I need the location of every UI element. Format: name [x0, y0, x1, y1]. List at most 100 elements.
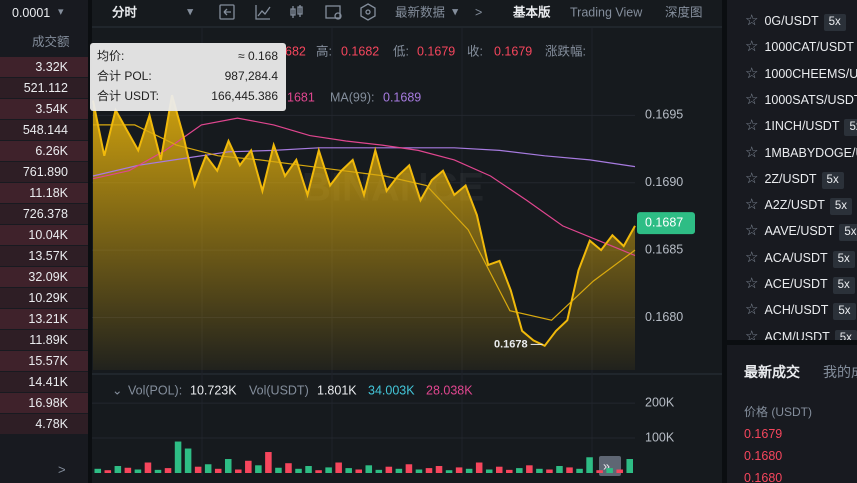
volume-bar	[536, 468, 543, 473]
volume-bar	[596, 470, 603, 473]
depth-tab[interactable]: 深度图	[665, 4, 703, 19]
symbol[interactable]: A2Z/USDT	[764, 198, 825, 213]
y-tick-label: 0.1695	[645, 108, 683, 122]
star-icon: ☆	[745, 143, 759, 161]
ma25-value: 1681	[287, 90, 315, 104]
symbol[interactable]: 1000SATS/USDT	[764, 92, 857, 107]
volume-bar	[104, 470, 112, 473]
trade-price: 0.1680	[744, 449, 783, 463]
chart: 分时 ▾ 最新数据 ▾ > 基本版 Trading View 深度图 BINAN…	[92, 3, 722, 476]
symbol[interactable]: 1INCH/USDT	[764, 119, 840, 134]
symbol[interactable]: 1000CHEEMS/USDT	[764, 66, 857, 81]
star-icon: ☆	[745, 12, 759, 29]
vol-pol-label: Vol(POL):	[128, 383, 182, 397]
tick-size[interactable]: 0.0001	[12, 6, 51, 20]
volume-bar	[425, 468, 433, 473]
volume-row: 10.29K	[0, 288, 88, 308]
price-pane: 0.1680 0.1685 0.1690 0.1695 0.1687 0.1678	[92, 94, 695, 370]
volume-value: 13.57K	[28, 249, 68, 263]
symbol[interactable]: 2Z/USDT	[764, 171, 817, 186]
latest-data[interactable]: 最新数据	[395, 4, 445, 19]
volume-row: 14.41K	[0, 372, 88, 392]
volume-row: 726.378	[0, 204, 88, 224]
volume-bar	[194, 466, 202, 473]
last-price-badge	[637, 212, 695, 235]
tooltip-label: 合计 POL:	[97, 69, 152, 83]
tab-latest[interactable]: 最新成交	[744, 364, 800, 380]
y-tick-label: 0.1680	[645, 310, 683, 324]
symbol[interactable]: ACM/USDT	[764, 329, 830, 340]
volume-row: 11.89K	[0, 330, 88, 350]
trades-panel: 最新成交 我的成交 价格 (USDT) 0.1679 0.1680 0.1680	[727, 345, 857, 483]
more-button[interactable]: >	[58, 462, 66, 477]
dropdown-arrow[interactable]: ▾	[187, 4, 194, 18]
vol-usdt-label: Vol(USDT)	[249, 383, 309, 397]
market-row: ☆ ACM/USDT 5x	[727, 326, 857, 340]
volume-value: 4.78K	[35, 417, 68, 431]
high-value: 0.1682	[341, 44, 379, 58]
volume-row: 761.890	[0, 162, 88, 182]
symbol[interactable]: 0G/USDT	[764, 14, 819, 28]
volume-value: 15.57K	[28, 354, 68, 368]
market-row: ☆ 1MBABYDOGE/USDT	[727, 142, 857, 164]
vol-pol-value: 10.723K	[190, 383, 237, 397]
volume-bar	[214, 468, 222, 473]
leverage-badge: 5x	[821, 171, 844, 189]
dropdown-arrow[interactable]: ▾	[58, 6, 64, 18]
volume-bar	[235, 469, 242, 473]
last-price: 0.1687	[645, 215, 683, 229]
volume-column: 0.0001 ▾ 成交额 3.32K 521.112 3.54K 548.144 6.2…	[0, 0, 88, 483]
symbol[interactable]: AAVE/USDT	[764, 224, 835, 239]
star-icon: ☆	[745, 38, 759, 56]
leverage-badge: 5x	[829, 198, 853, 216]
volume-bar	[355, 469, 362, 473]
volume-bar	[616, 469, 623, 473]
tradingview-tab[interactable]: Trading View	[570, 5, 643, 19]
tooltip-row: 合计 POL: 987,284.4	[97, 67, 278, 86]
symbol[interactable]: 1MBABYDOGE/USDT	[764, 145, 857, 160]
volume-bar	[285, 463, 292, 473]
volume-row: 4.78K	[0, 414, 88, 434]
volume-bar	[134, 469, 142, 473]
volume-bar	[305, 466, 312, 473]
volume-bar	[455, 467, 463, 473]
leverage-badge: 5x	[832, 277, 855, 294]
basic-tab[interactable]: 基本版	[512, 4, 551, 19]
collapse-arrow[interactable]: ⌄	[112, 383, 122, 397]
volume-bar	[255, 465, 262, 473]
tooltip-value: 987,284.4	[224, 69, 278, 83]
symbol[interactable]: ACE/USDT	[764, 277, 828, 291]
volume-bar	[315, 470, 322, 473]
volume-value: 3.54K	[35, 102, 68, 116]
scroll-button[interactable]	[599, 456, 621, 476]
symbol[interactable]: ACA/USDT	[764, 250, 828, 265]
volume-value: 14.41K	[28, 375, 68, 389]
ma99-line	[92, 147, 636, 177]
ma99-label: MA(99):	[330, 90, 374, 104]
next-button[interactable]: >	[475, 5, 482, 19]
tab-mine[interactable]: 我的成交	[823, 364, 857, 380]
tooltip-label: 均价:	[97, 49, 125, 63]
leverage-badge: 5x	[839, 224, 857, 242]
volume-bar	[566, 467, 573, 473]
volume-bar	[265, 452, 272, 473]
symbol[interactable]: ACH/USDT	[764, 303, 829, 318]
volume-bar	[184, 448, 192, 473]
volume-bar	[506, 469, 513, 473]
market-row: ☆ 1000SATS/USDT	[727, 89, 857, 111]
toolbar-icons[interactable]	[219, 3, 376, 21]
volume-value: 3.32K	[35, 60, 68, 74]
volume-row: 13.21K	[0, 309, 88, 329]
volume-bar	[526, 465, 533, 473]
volume-bar	[385, 466, 393, 473]
volume-bar	[445, 470, 453, 473]
dropdown-arrow[interactable]: ▾	[452, 4, 459, 18]
symbol[interactable]: 1000CAT/USDT	[764, 40, 854, 55]
scroll-icon[interactable]: »	[603, 459, 610, 473]
low-label: 0.1678	[494, 338, 528, 350]
trade-price: 0.1680	[744, 471, 783, 483]
volume-row: 13.57K	[0, 246, 88, 266]
volume-value: 11.89K	[29, 333, 68, 347]
interval[interactable]: 分时	[112, 4, 138, 19]
price-header: 价格 (USDT)	[744, 405, 812, 419]
